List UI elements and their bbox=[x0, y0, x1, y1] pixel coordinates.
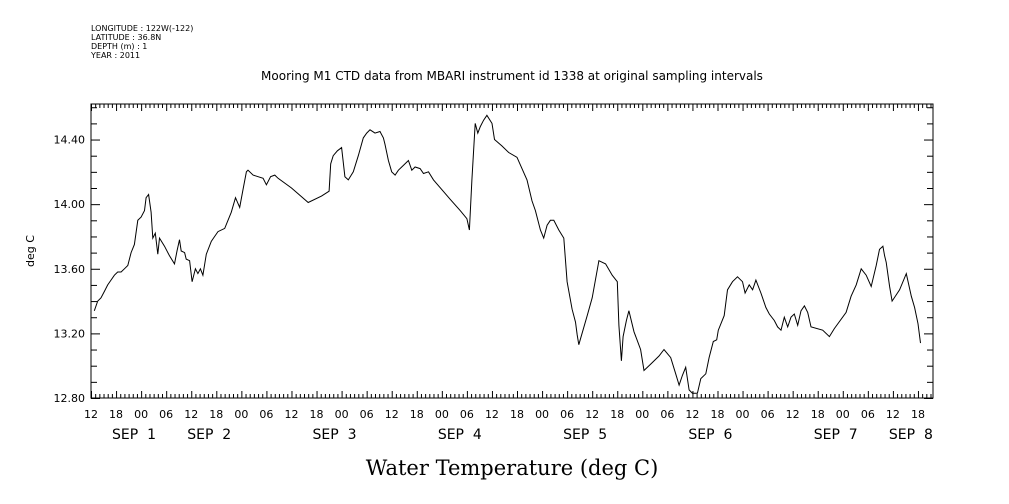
y-tick-label: 14.40 bbox=[54, 134, 86, 147]
x-tick-label: 12 bbox=[84, 408, 98, 421]
date-label: SEP 1 bbox=[112, 427, 156, 443]
x-tick-label: 00 bbox=[535, 408, 549, 421]
x-tick-label: 00 bbox=[335, 408, 349, 421]
x-tick-label: 18 bbox=[610, 408, 624, 421]
x-tick-label: 12 bbox=[585, 408, 599, 421]
y-axis-label: deg C bbox=[24, 235, 37, 267]
x-tick-label: 06 bbox=[460, 408, 474, 421]
x-tick-label: 18 bbox=[911, 408, 925, 421]
x-tick-label: 18 bbox=[510, 408, 524, 421]
date-labels: SEP 1 SEP 2 SEP 3 SEP 4 SEP 5 SEP 6 SEP 7 SEP 8 bbox=[112, 427, 933, 443]
x-tick-label: 18 bbox=[710, 408, 724, 421]
x-tick-label: 12 bbox=[184, 408, 198, 421]
x-tick-label: 06 bbox=[560, 408, 574, 421]
y-tick-label: 13.20 bbox=[54, 327, 86, 340]
x-tick-label: 12 bbox=[485, 408, 499, 421]
longitude-label: LONGITUDE : 122W(-122) bbox=[91, 24, 193, 33]
date-label: SEP 2 bbox=[187, 427, 231, 443]
date-label: SEP 7 bbox=[814, 427, 858, 443]
y-tick-label: 13.60 bbox=[54, 263, 86, 276]
x-tick-label: 06 bbox=[761, 408, 775, 421]
x-tick-label: 12 bbox=[786, 408, 800, 421]
x-tick-label: 06 bbox=[660, 408, 674, 421]
temperature-series-line bbox=[93, 114, 921, 394]
x-tick-label: 06 bbox=[259, 408, 273, 421]
x-tick-label: 00 bbox=[234, 408, 248, 421]
latitude-label: LATITUDE : 36.8N bbox=[91, 33, 161, 42]
x-tick-label: 00 bbox=[435, 408, 449, 421]
x-tick-label: 00 bbox=[736, 408, 750, 421]
x-tick-label: 00 bbox=[635, 408, 649, 421]
x-tick-label: 18 bbox=[109, 408, 123, 421]
x-tick-label: 18 bbox=[410, 408, 424, 421]
x-tick-label: 06 bbox=[360, 408, 374, 421]
y-tick-label: 12.80 bbox=[54, 392, 86, 405]
x-tick-label: 18 bbox=[310, 408, 324, 421]
y-tick-label: 14.00 bbox=[54, 198, 86, 211]
x-tick-label: 00 bbox=[134, 408, 148, 421]
x-tick-label: 12 bbox=[284, 408, 298, 421]
plot-frame bbox=[90, 103, 934, 399]
x-tick-label: 12 bbox=[685, 408, 699, 421]
depth-label: DEPTH (m) : 1 bbox=[91, 42, 147, 51]
date-label: SEP 6 bbox=[688, 427, 732, 443]
date-label: SEP 5 bbox=[563, 427, 607, 443]
x-tick-label: 06 bbox=[159, 408, 173, 421]
x-tick-label: 06 bbox=[861, 408, 875, 421]
date-label: SEP 8 bbox=[889, 427, 933, 443]
x-tick-label: 12 bbox=[385, 408, 399, 421]
axis-ticks bbox=[91, 104, 933, 399]
date-label: SEP 3 bbox=[313, 427, 357, 443]
x-tick-label: 12 bbox=[886, 408, 900, 421]
year-label: YEAR : 2011 bbox=[90, 51, 140, 60]
metadata-block: LONGITUDE : 122W(-122) LATITUDE : 36.8N … bbox=[90, 24, 193, 60]
x-tick-label: 18 bbox=[209, 408, 223, 421]
x-tick-label: 00 bbox=[836, 408, 850, 421]
x-tick-label: 18 bbox=[811, 408, 825, 421]
x-tick-labels: 12 18 00 06 12 18 00 06 12 18 00 06 12 18 00 06 12 18 00 06… bbox=[84, 408, 925, 421]
date-label: SEP 4 bbox=[438, 427, 482, 443]
x-axis-label: Water Temperature (deg C) bbox=[366, 456, 659, 480]
y-tick-labels: 12.80 13.20 13.60 14.00 14.40 bbox=[54, 134, 86, 405]
chart-title: Mooring M1 CTD data from MBARI instrumen… bbox=[261, 69, 763, 83]
